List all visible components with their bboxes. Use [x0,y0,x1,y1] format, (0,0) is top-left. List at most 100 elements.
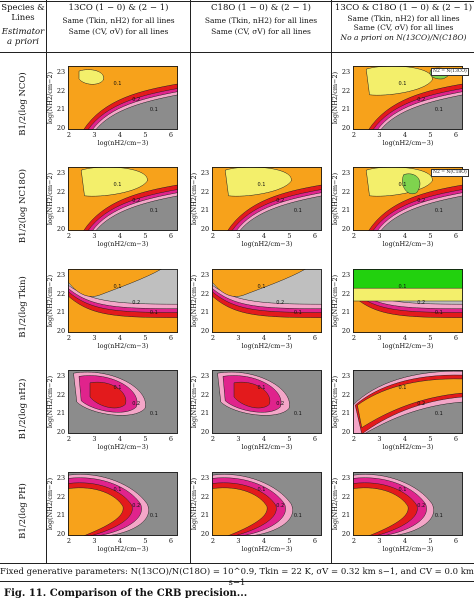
x-axis-label: log(nH2/cm−3) [97,443,149,451]
y-tick-label: 20 [341,530,351,538]
contour-band-3 [89,381,127,409]
contour-band-4 [212,487,268,536]
y-axis-label: log(NH2/cm−2) [331,172,339,226]
col3-desc-1: Same (Tkin, nH2) for all lines [347,14,460,23]
contour-value-label: 0.1 [294,310,302,316]
contour-value-label: 0.1 [435,513,443,519]
contour-value-label: 0.1 [435,208,443,214]
x-tick-label: 2 [351,131,357,139]
x-tick-label: 3 [92,537,97,545]
x-axis-label: log(nH2/cm−3) [241,240,293,248]
x-tick-label: 6 [168,435,174,443]
contour-panel-r4-c3: 0.1 0.2 0.1 [353,370,463,434]
contour-value-label: 0.2 [132,503,140,509]
y-tick-label: 20 [200,225,210,233]
col3-title: 13CO & C18O (1 − 0) & (2 − 1) [334,3,473,13]
x-tick-label: 4 [261,537,267,545]
contour-value-label: 0.1 [294,513,302,519]
x-tick-label: 6 [168,232,174,240]
y-axis-label: log(NH2/cm−2) [46,71,54,125]
contour-plot-r5-c3: 0.1 0.2 0.1 [353,472,463,536]
contour-value-label: 0.1 [399,385,407,391]
contour-panel-r4-c2: 0.1 0.2 0.1 [212,370,322,434]
contour-value-label: 0.1 [150,513,158,519]
y-tick-label: 21 [341,206,351,215]
contour-value-label: 0.2 [132,300,140,306]
x-tick-label: 6 [168,334,174,342]
row-label-tkin: B1/2(log Tkin) [18,276,28,338]
x-axis-label: log(nH2/cm−3) [382,545,434,553]
x-axis-label: log(nH2/cm−3) [382,139,434,147]
x-axis-label: log(nH2/cm−3) [382,443,434,451]
x-tick-label: 6 [312,232,318,240]
x-tick-label: 2 [66,435,72,443]
contour-value-label: 0.1 [114,487,122,493]
x-tick-label: 4 [402,232,408,240]
contour-band-4 [353,487,409,536]
y-tick-label: 23 [200,169,210,177]
x-tick-label: 4 [402,435,408,443]
y-tick-label: 20 [200,327,210,335]
x-tick-label: 4 [402,537,408,545]
x-tick-label: 6 [453,232,459,240]
y-tick-label: 21 [200,206,210,215]
contour-value-label: 0.2 [417,503,425,509]
contour-panel-r2-c3: 0.1 0.2 0.1 [353,167,463,231]
contour-value-label: 0.1 [150,310,158,316]
contour-band-6 [402,173,421,195]
contour-panel-r4-c1: 0.1 0.2 0.1 [68,370,178,434]
contour-panel-r2-c2: 0.1 0.2 0.1 [212,167,322,231]
y-tick-label: 23 [341,474,351,482]
y-tick-label: 20 [56,225,66,233]
y-tick-label: 22 [56,492,66,501]
y-axis-label: log(NH2/cm−2) [190,375,198,429]
contour-band-5 [224,167,292,197]
y-tick-label: 23 [56,271,66,279]
contour-band-5 [365,66,433,96]
inset-species-label: N2 = N(13CO) [431,68,469,76]
contour-plot-r2-c1: 0.1 0.2 0.1 [68,167,178,231]
x-tick-label: 4 [261,232,267,240]
contour-band-3 [233,381,271,409]
plot-frame [68,472,178,536]
contour-value-label: 0.1 [399,81,407,87]
plot-frame [212,472,322,536]
contour-band-7 [357,378,463,429]
y-tick-label: 21 [341,511,351,520]
plot-frame [68,167,178,231]
x-tick-label: 5 [428,232,433,240]
y-tick-label: 20 [341,225,351,233]
plot-frame [353,269,463,333]
col1-desc-1: Same (Tkin, nH2) for all lines [62,16,175,25]
contour-value-label: 0.1 [114,385,122,391]
y-tick-label: 23 [200,474,210,482]
y-tick-label: 23 [56,372,66,380]
y-tick-label: 21 [341,308,351,317]
y-tick-label: 21 [200,409,210,418]
x-tick-label: 5 [287,537,292,545]
contour-band-4 [68,487,124,536]
x-tick-label: 3 [92,435,97,443]
contour-band-5 [212,295,322,333]
y-tick-label: 20 [200,428,210,436]
y-tick-label: 20 [200,530,210,538]
x-tick-label: 5 [287,232,292,240]
col1-title: 13CO (1 − 0) & (2 − 1) [68,3,169,13]
x-tick-label: 4 [117,131,123,139]
estimator-header: Estimator a priori [1,27,45,47]
x-tick-label: 5 [428,537,433,545]
y-tick-label: 22 [200,187,210,196]
contour-value-label: 0.2 [276,401,284,407]
contour-panel-r1-c1: 0.1 0.2 0.1 [68,66,178,130]
x-tick-label: 4 [402,131,408,139]
y-tick-label: 22 [200,390,210,399]
y-tick-label: 20 [341,327,351,335]
y-tick-label: 20 [341,428,351,436]
x-tick-label: 5 [143,131,148,139]
y-tick-label: 22 [341,187,351,196]
contour-value-label: 0.1 [435,411,443,417]
x-tick-label: 5 [143,334,148,342]
y-tick-label: 21 [56,105,66,114]
x-tick-label: 5 [287,334,292,342]
